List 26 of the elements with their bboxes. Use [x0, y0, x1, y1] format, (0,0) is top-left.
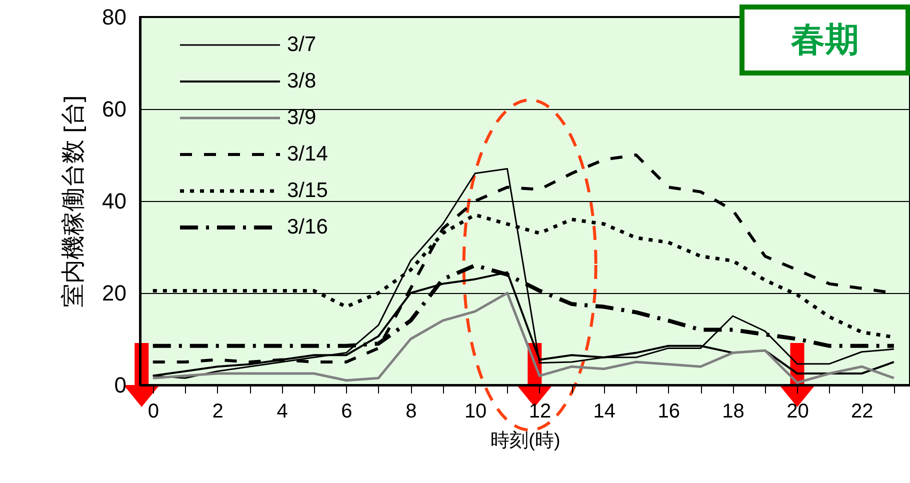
legend-label: 3/15: [287, 179, 328, 202]
x-tick-label: 8: [406, 400, 417, 422]
x-tick-label: 6: [341, 400, 352, 422]
annotation: 春期: [790, 21, 859, 59]
y-tick-label: 20: [102, 280, 126, 306]
y-tick-label: 80: [102, 4, 126, 30]
y-axis-title: 室内機稼働台数 [台]: [60, 95, 88, 308]
x-tick-label: 4: [276, 400, 288, 422]
x-tick-label: 16: [658, 400, 680, 422]
y-tick-label: 0: [114, 372, 126, 398]
x-tick-label: 14: [593, 400, 616, 422]
x-tick-label: 20: [786, 400, 809, 422]
legend-label: 3/14: [287, 142, 328, 166]
x-tick-label: 2: [212, 400, 224, 422]
x-tick-label: 12: [528, 400, 552, 422]
legend-label: 3/9: [287, 106, 316, 129]
legend-label: 3/8: [287, 70, 316, 92]
y-tick-label: 60: [102, 96, 126, 122]
x-tick-label: 10: [464, 400, 487, 422]
y-tick-label: 40: [102, 188, 126, 214]
legend-label: 3/16: [287, 216, 328, 238]
legend-label: 3/7: [287, 33, 316, 56]
x-tick-label: 0: [148, 400, 159, 422]
x-tick-label: 22: [851, 400, 874, 422]
x-axis-title: 時刻(時): [490, 430, 560, 452]
x-tick-label: 18: [722, 400, 744, 422]
